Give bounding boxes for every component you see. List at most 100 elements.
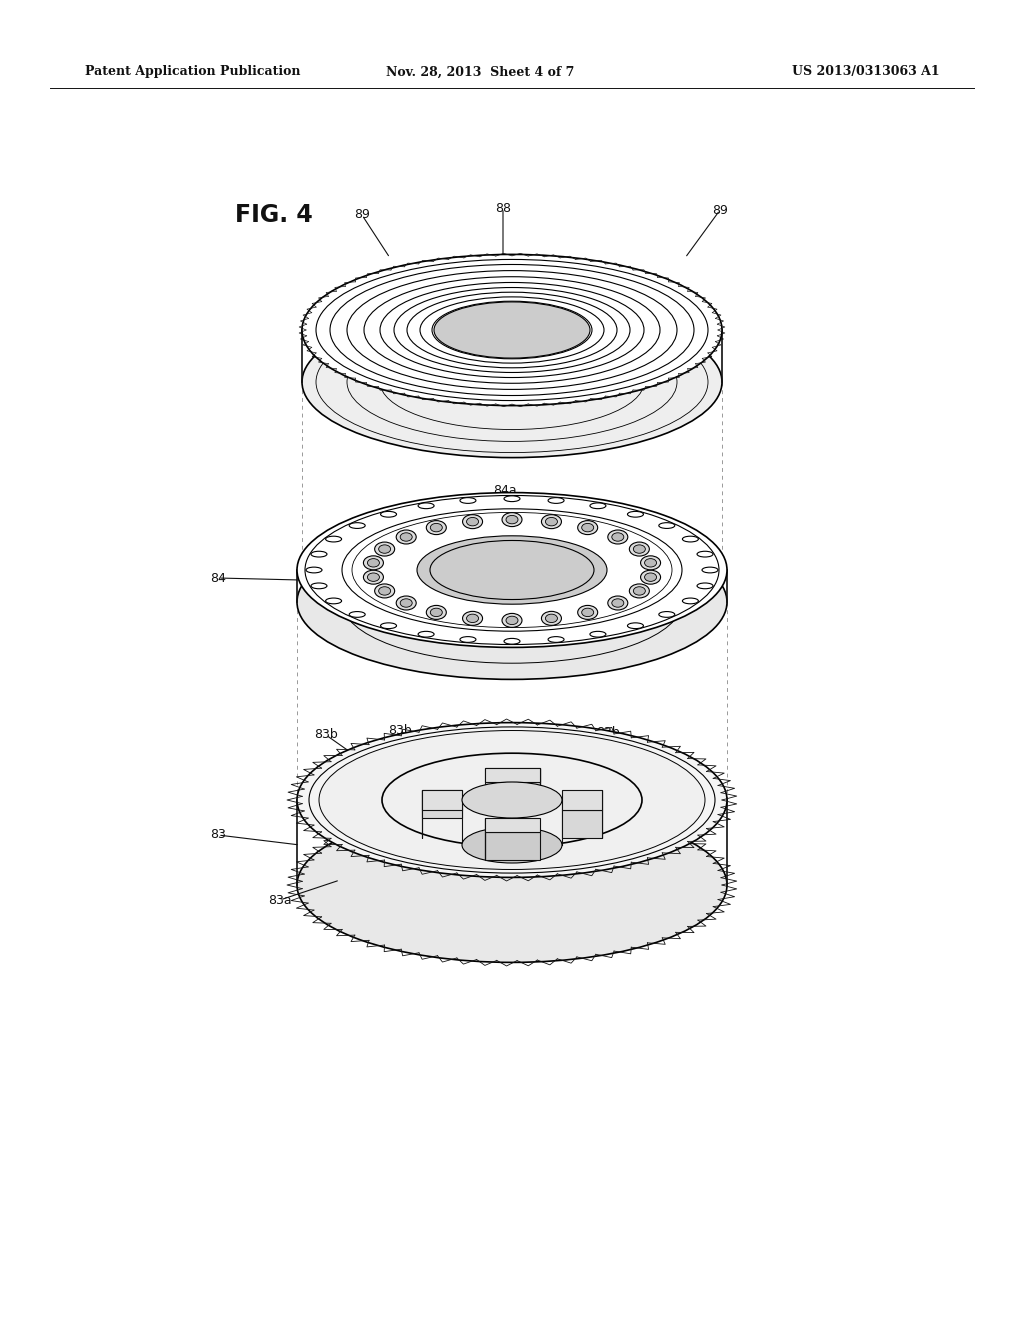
Text: 83b: 83b [314,729,338,742]
Ellipse shape [628,623,643,628]
Ellipse shape [379,545,390,553]
Ellipse shape [504,496,520,502]
Ellipse shape [460,498,476,503]
Ellipse shape [548,498,564,503]
Text: 83: 83 [210,829,226,842]
Ellipse shape [381,511,396,517]
Ellipse shape [608,597,628,610]
Ellipse shape [311,583,327,589]
Text: Patent Application Publication: Patent Application Publication [85,66,300,78]
Ellipse shape [368,558,380,568]
Ellipse shape [400,533,413,541]
Ellipse shape [297,492,727,647]
Ellipse shape [375,543,394,556]
Ellipse shape [658,611,675,618]
Ellipse shape [462,828,562,863]
Ellipse shape [319,730,705,870]
Ellipse shape [368,573,380,581]
Ellipse shape [542,515,561,528]
Ellipse shape [630,543,649,556]
Ellipse shape [396,597,416,610]
Ellipse shape [349,611,366,618]
Ellipse shape [306,568,322,573]
Ellipse shape [297,808,727,962]
Polygon shape [422,791,462,818]
Ellipse shape [364,570,383,585]
Ellipse shape [506,616,518,624]
Text: 83a: 83a [268,894,292,907]
Ellipse shape [502,614,522,627]
Ellipse shape [582,609,594,616]
Ellipse shape [546,517,557,525]
Ellipse shape [311,552,327,557]
Ellipse shape [349,523,366,528]
Ellipse shape [546,614,557,623]
Ellipse shape [426,520,446,535]
Text: 88: 88 [495,202,511,214]
Ellipse shape [418,503,434,508]
Text: 84b: 84b [440,634,464,647]
Polygon shape [484,768,540,796]
Polygon shape [484,768,540,781]
Text: FIG. 4: FIG. 4 [234,203,312,227]
Ellipse shape [417,536,607,605]
Ellipse shape [702,568,718,573]
Ellipse shape [590,503,606,508]
Text: 83b: 83b [596,726,620,738]
Ellipse shape [697,583,713,589]
Ellipse shape [634,586,645,595]
Ellipse shape [611,533,624,541]
Ellipse shape [697,552,713,557]
Ellipse shape [430,609,442,616]
Text: 83b: 83b [543,723,567,737]
Text: 84a: 84a [494,483,517,496]
Ellipse shape [682,598,698,603]
Ellipse shape [634,545,645,553]
Ellipse shape [611,599,624,607]
Polygon shape [562,791,602,810]
Text: 84: 84 [210,572,226,585]
Ellipse shape [297,722,727,878]
Ellipse shape [381,623,396,628]
Ellipse shape [467,614,478,623]
Ellipse shape [644,573,656,581]
Ellipse shape [462,781,562,818]
Polygon shape [484,818,540,833]
Text: 83b: 83b [388,723,412,737]
Ellipse shape [326,536,342,543]
Ellipse shape [582,524,594,532]
Ellipse shape [641,556,660,570]
Text: 89: 89 [354,209,370,222]
Text: 84b: 84b [456,552,480,565]
Text: US 2013/0313063 A1: US 2013/0313063 A1 [793,66,940,78]
Ellipse shape [590,631,606,638]
Ellipse shape [297,524,727,680]
Text: Nov. 28, 2013  Sheet 4 of 7: Nov. 28, 2013 Sheet 4 of 7 [386,66,574,78]
Ellipse shape [504,639,520,644]
Ellipse shape [364,556,383,570]
Ellipse shape [463,515,482,528]
Ellipse shape [641,570,660,585]
Ellipse shape [326,598,342,603]
Ellipse shape [578,520,598,535]
Text: 84b: 84b [449,738,472,751]
Ellipse shape [302,306,722,458]
Ellipse shape [396,531,416,544]
Polygon shape [422,791,462,810]
Ellipse shape [375,583,394,598]
Ellipse shape [502,512,522,527]
Polygon shape [484,833,540,861]
Ellipse shape [630,583,649,598]
Ellipse shape [506,515,518,524]
Ellipse shape [434,302,590,358]
Ellipse shape [644,558,656,568]
Ellipse shape [382,754,642,847]
Ellipse shape [460,636,476,643]
Ellipse shape [542,611,561,626]
Ellipse shape [302,255,722,405]
Ellipse shape [658,523,675,528]
Ellipse shape [467,517,478,525]
Ellipse shape [418,631,434,638]
Ellipse shape [548,636,564,643]
Ellipse shape [463,611,482,626]
